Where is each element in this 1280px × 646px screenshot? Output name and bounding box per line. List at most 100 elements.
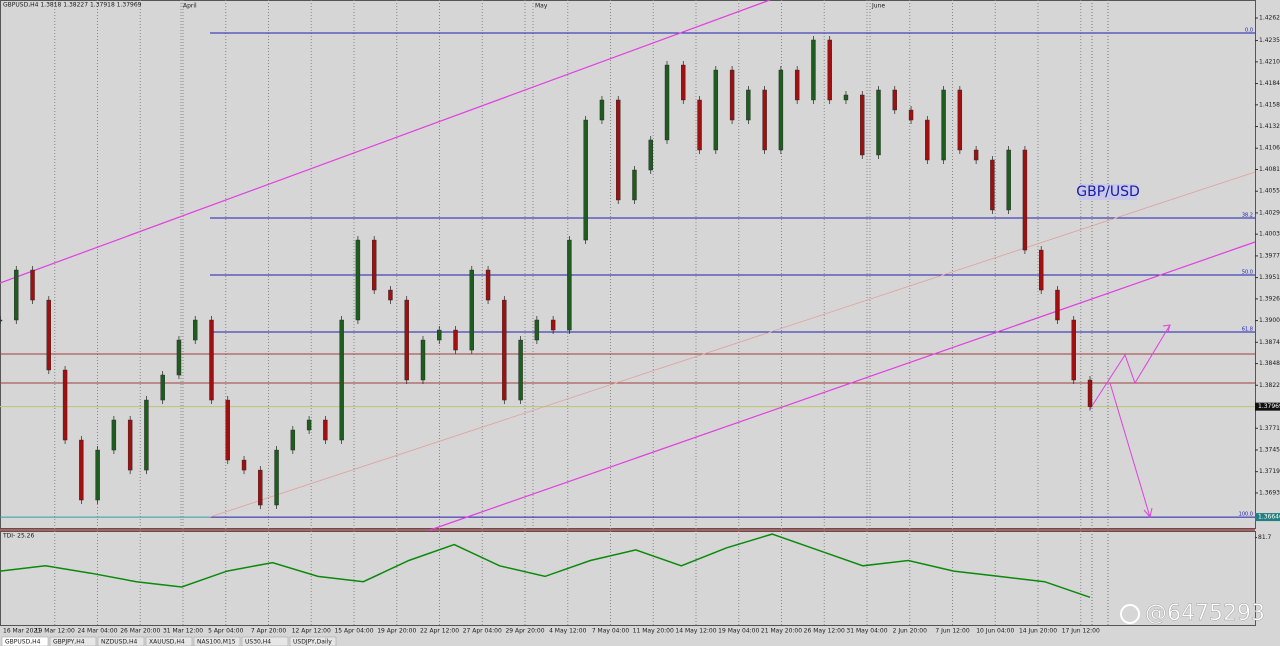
candle-body (957, 89, 963, 151)
tab-label[interactable]: GBPJPY,H4 (53, 639, 85, 646)
tab[interactable] (1, 636, 49, 646)
time-label: 10 Jun 04:00 (976, 628, 1014, 635)
candle-body (729, 69, 735, 121)
candle-body (632, 169, 637, 201)
candle-body (420, 339, 426, 381)
price-label: 1.39260 (1259, 295, 1280, 302)
candle-body (209, 319, 214, 401)
candles (0, 35, 1093, 510)
arrow-head (1143, 507, 1153, 519)
annotation: GBP/USD (1076, 184, 1140, 200)
candle-body (79, 439, 84, 501)
candle-body (437, 329, 442, 341)
tab-label[interactable]: XAUUSD,H4 (149, 639, 185, 646)
month-label: June (871, 3, 885, 10)
time-label: 14 Jun 20:00 (1019, 628, 1057, 635)
annotation-bg (1079, 184, 1137, 200)
price-label: 1.39000 (1259, 317, 1280, 324)
time-label: 29 Apr 20:00 (505, 628, 544, 635)
candle-body (371, 239, 377, 291)
candle-body (616, 99, 621, 201)
main-frame (0, 0, 1256, 529)
time-label: 7 Jun 12:00 (935, 628, 969, 635)
price-label: 1.37710 (1259, 425, 1280, 432)
projection-down (1109, 382, 1151, 518)
fib-label: 38.2 (1242, 213, 1253, 219)
candle-body (274, 449, 279, 506)
time-label: 26 May 12:00 (804, 628, 845, 635)
price-label: 1.40810 (1259, 166, 1280, 173)
time-label: 4 May 12:00 (549, 628, 587, 635)
candle-body (388, 289, 393, 301)
time-label: 16 Mar 2021 (3, 628, 41, 635)
month-label: April (183, 3, 197, 10)
time-label: 24 Mar 04:00 (77, 628, 117, 635)
candle-body (697, 99, 702, 151)
price-label: 1.41585 (1259, 101, 1280, 108)
price-label: 1.38740 (1259, 339, 1280, 346)
price-label: 1.38225 (1259, 382, 1280, 389)
candle-body (1087, 379, 1093, 407)
price-label: 1.42355 (1259, 37, 1280, 44)
time-label: 7 May 04:00 (592, 628, 630, 635)
channel-mid (209, 171, 1256, 518)
price-label: 1.41840 (1259, 80, 1280, 87)
time-label: 11 May 20:00 (633, 628, 674, 635)
time-label: 19 Mar 12:00 (35, 628, 75, 635)
time-label: 31 May 04:00 (846, 628, 887, 635)
candle-body (95, 449, 100, 501)
tab[interactable] (241, 636, 289, 646)
tab[interactable] (193, 636, 241, 646)
tab-label[interactable]: US30,H4 (245, 639, 271, 646)
candle-body (892, 89, 897, 111)
tab-label[interactable]: NAS100,M15 (197, 639, 236, 646)
candle-body (583, 119, 588, 241)
fib-label: 100.0 (1239, 512, 1253, 518)
price-label: 1.40550 (1259, 188, 1280, 195)
candle-body (599, 99, 605, 121)
low-tag (1255, 513, 1280, 522)
candle-body (502, 299, 507, 401)
tabs: GBPUSD,H4 GBPJPY,H4 NZDUSD,H4 XAUUSD,H4 NAS1… (1, 636, 337, 646)
candle-body (225, 399, 230, 461)
time-label: 14 May 12:00 (675, 628, 716, 635)
candle-body (1038, 249, 1044, 291)
tab-label[interactable]: NZDUSD,H4 (101, 639, 137, 646)
tab[interactable] (289, 636, 337, 646)
candle-body (941, 89, 946, 161)
price-label: 1.39515 (1259, 274, 1280, 281)
time-label: 17 Jun 12:00 (1062, 628, 1100, 635)
candle-body (876, 89, 881, 156)
candle-body (925, 119, 930, 161)
price-label: 1.40035 (1259, 231, 1280, 238)
current-price-tag (1255, 402, 1280, 411)
price-label: 1.39775 (1259, 252, 1280, 259)
candle-body (453, 329, 458, 351)
tab[interactable] (145, 636, 193, 646)
price-axis: 1.42625 1.42355 1.42100 1.41840 1.41585 1.413… (1255, 15, 1280, 522)
candle-body (62, 369, 68, 441)
price-label: 1.42100 (1259, 58, 1280, 65)
candle-body (306, 419, 312, 431)
current-price: 1.37969 (1258, 403, 1280, 410)
time-label: 19 May 04:00 (718, 628, 759, 635)
price-label: 1.36935 (1259, 489, 1280, 496)
tab[interactable] (97, 636, 145, 646)
tab[interactable] (49, 636, 97, 646)
candle-body (323, 419, 328, 441)
tab-label[interactable]: USDJPY,Daily (293, 639, 332, 646)
candle-body (550, 319, 556, 331)
time-label: 19 Apr 20:00 (377, 628, 416, 635)
watermark: @6475293 (1145, 601, 1265, 626)
candle-body (241, 459, 247, 471)
channel-upper (0, 0, 771, 284)
tab-label[interactable]: GBPUSD,H4 (5, 639, 41, 646)
time-label: 21 May 20:00 (761, 628, 802, 635)
candle-body (990, 159, 995, 211)
candle-body (567, 239, 572, 331)
candle-body (193, 319, 198, 341)
candle-body (14, 269, 19, 321)
